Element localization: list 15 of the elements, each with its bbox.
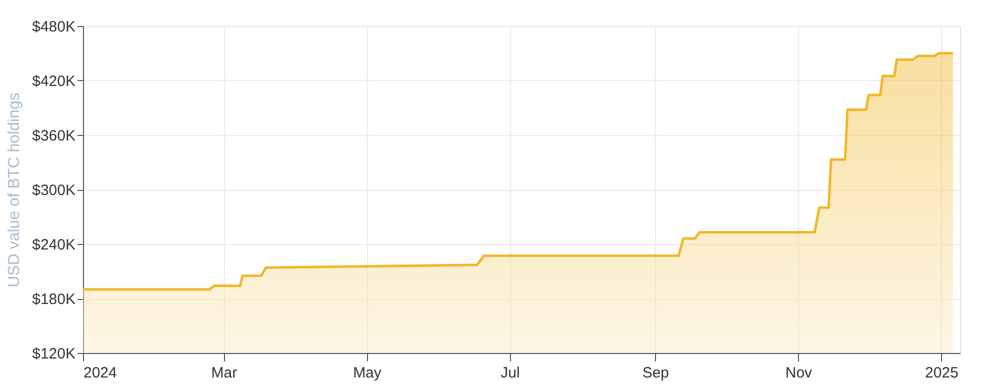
y-tick-label: $180K	[32, 291, 76, 308]
x-tick-label: Jul	[500, 364, 520, 382]
x-tick-label: Sep	[642, 364, 670, 382]
y-axis-title: USD value of BTC holdings	[6, 92, 24, 288]
y-tick-label: $480K	[32, 18, 76, 36]
x-tick-label: 2025	[925, 364, 958, 382]
y-tick-label: $240K	[32, 236, 76, 254]
y-tick-label: $420K	[32, 73, 76, 90]
x-tick-label: Mar	[211, 364, 238, 382]
x-tick-label: Nov	[785, 364, 813, 382]
y-tick-label: $120K	[32, 346, 76, 362]
y-tick-label: $360K	[32, 128, 76, 144]
x-tick-label: 2024	[84, 364, 117, 382]
y-tick-label: $300K	[32, 182, 76, 199]
x-tick-label: May	[353, 364, 382, 382]
